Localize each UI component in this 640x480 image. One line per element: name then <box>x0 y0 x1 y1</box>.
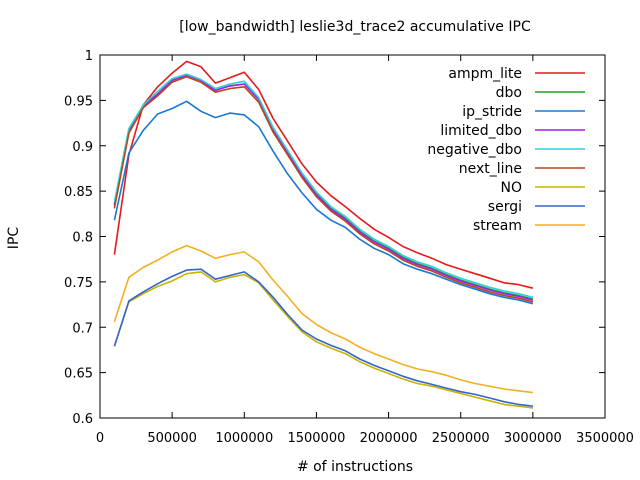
y-tick-label: 0.8 <box>72 231 93 246</box>
series-line-ip-stride <box>113 100 534 305</box>
legend-label-dbo: dbo <box>496 85 522 101</box>
series-line-limited-dbo <box>113 74 534 301</box>
y-tick-label: 1 <box>85 49 93 64</box>
y-tick-label: 0.95 <box>64 94 93 109</box>
x-tick-label: 500000 <box>147 431 197 446</box>
legend-label-sergi: sergi <box>488 199 522 215</box>
x-tick-label: 3000000 <box>504 431 562 446</box>
y-tick-label: 0.6 <box>72 412 93 427</box>
series-line-sergi <box>113 268 533 407</box>
x-axis-title: # of instructions <box>297 459 413 475</box>
chart-title: [low_bandwidth] leslie3d_trace2 accumula… <box>179 19 531 35</box>
series-line-negative-dbo <box>113 73 534 299</box>
legend-label-next-line: next_line <box>459 161 522 177</box>
x-tick-label: 2500000 <box>432 431 490 446</box>
series-group <box>113 60 534 409</box>
x-tick-label: 3500000 <box>576 431 634 446</box>
series-line-next-line <box>113 76 534 303</box>
x-tick-label: 2000000 <box>360 431 418 446</box>
y-tick-label: 0.85 <box>64 185 93 200</box>
x-tick-label: 1500000 <box>287 431 345 446</box>
x-tick-label: 0 <box>96 431 104 446</box>
legend-label-stream: stream <box>473 218 522 234</box>
series-line-no <box>113 271 533 409</box>
legend-label-no: NO <box>501 180 523 196</box>
legend-label-ampm-lite: ampm_lite <box>448 66 522 82</box>
legend-label-limited-dbo: limited_dbo <box>440 123 522 139</box>
series-line-ampm-lite <box>113 60 534 289</box>
series-line-stream <box>113 244 533 394</box>
legend-label-negative-dbo: negative_dbo <box>427 142 522 158</box>
y-tick-label: 0.7 <box>72 321 93 336</box>
y-axis-title: IPC <box>6 227 22 250</box>
x-tick-label: 1000000 <box>215 431 273 446</box>
y-tick-label: 0.65 <box>64 367 93 382</box>
y-tick-label: 0.9 <box>72 140 93 155</box>
legend-label-ip-stride: ip_stride <box>462 104 522 120</box>
ticks-group: 0 500000 1000000 1500000 2000000 2500000 30000… <box>64 49 634 446</box>
y-tick-label: 0.75 <box>64 276 93 291</box>
